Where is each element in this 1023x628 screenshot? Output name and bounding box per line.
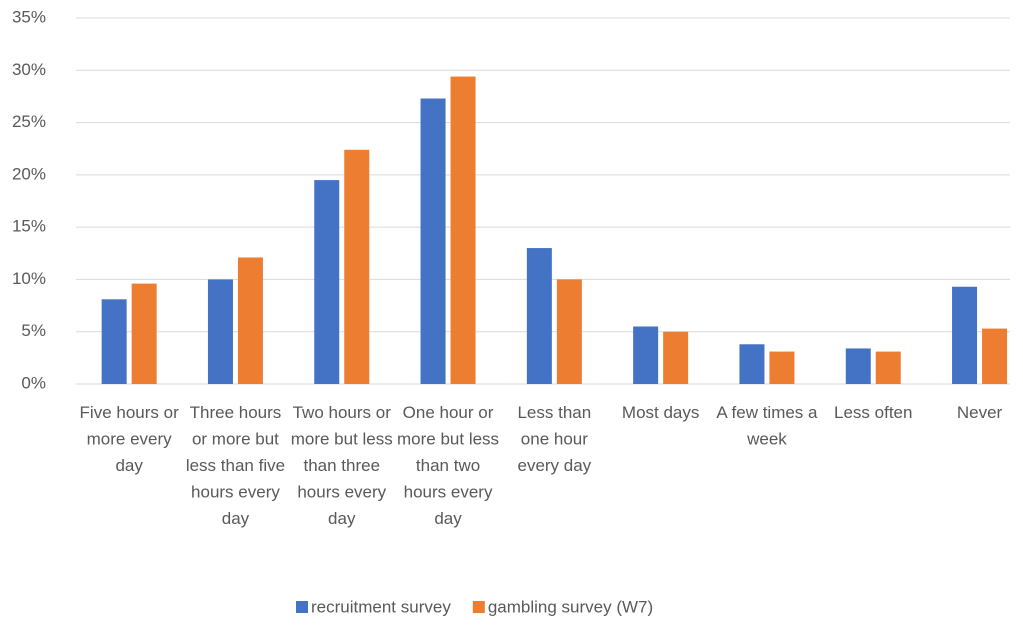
bar bbox=[845, 348, 871, 384]
bar bbox=[739, 344, 765, 384]
x-tick-label: Less than one hour every day bbox=[517, 403, 591, 475]
bar bbox=[952, 286, 978, 384]
bar bbox=[131, 283, 157, 384]
bar bbox=[101, 299, 127, 384]
bar bbox=[237, 257, 263, 384]
bar bbox=[663, 331, 689, 384]
bar bbox=[420, 98, 446, 385]
legend-label: recruitment survey bbox=[311, 597, 451, 616]
legend-swatch bbox=[296, 601, 308, 613]
y-tick-label: 10% bbox=[12, 269, 46, 288]
x-tick-label: Most days bbox=[622, 403, 699, 422]
bar bbox=[344, 149, 370, 384]
y-tick-label: 35% bbox=[12, 7, 46, 26]
x-tick-label: One hour or more but less than two hours ev… bbox=[397, 403, 499, 528]
x-tick-label: A few times a week bbox=[716, 403, 818, 449]
bar bbox=[314, 180, 340, 384]
y-tick-label: 30% bbox=[12, 60, 46, 79]
bar bbox=[875, 351, 901, 384]
y-tick-label: 0% bbox=[21, 373, 46, 392]
legend-label: gambling survey (W7) bbox=[488, 597, 653, 616]
x-tick-label: Two hours or more but less than three hours… bbox=[291, 403, 393, 528]
bar bbox=[633, 326, 659, 384]
x-tick-label: Less often bbox=[834, 403, 912, 422]
bar bbox=[982, 328, 1008, 384]
legend-swatch bbox=[472, 601, 485, 613]
y-tick-label: 20% bbox=[12, 164, 46, 183]
x-tick-label: Five hours or more every day bbox=[80, 403, 180, 475]
bar bbox=[769, 351, 795, 384]
bar bbox=[526, 248, 552, 384]
x-tick-label: Never bbox=[957, 403, 1003, 422]
bar bbox=[207, 279, 233, 384]
x-tick-label: Three hours or more but less than five hour… bbox=[186, 403, 285, 528]
y-tick-label: 15% bbox=[12, 217, 46, 236]
bar bbox=[556, 279, 582, 384]
bar bbox=[450, 76, 476, 384]
y-tick-label: 25% bbox=[12, 112, 46, 131]
y-tick-label: 5% bbox=[21, 321, 46, 340]
